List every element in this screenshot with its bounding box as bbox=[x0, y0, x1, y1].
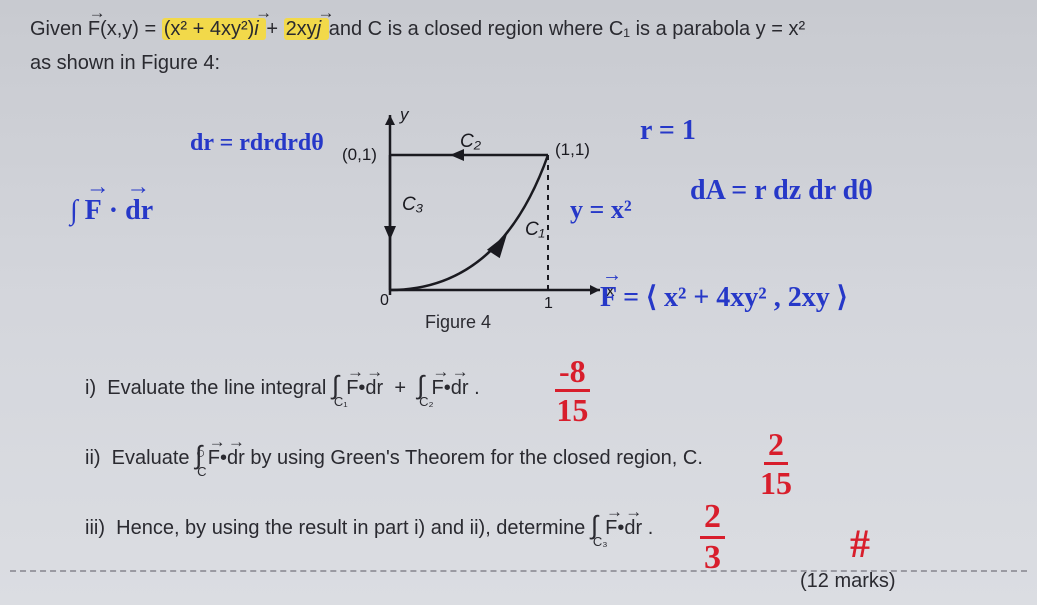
divider-line bbox=[10, 570, 1027, 572]
handw-y-eq: y = x² bbox=[570, 195, 632, 225]
given-label: Given bbox=[30, 18, 88, 40]
problem-line-2: as shown in Figure 4: bbox=[30, 52, 220, 75]
q1-dr2: dr bbox=[451, 377, 469, 399]
question-3: iii) Hence, by using the result in part … bbox=[85, 510, 653, 541]
q2-F: F bbox=[208, 447, 220, 469]
q2-answer: 2 15 bbox=[760, 428, 792, 499]
pt-0-1: (0,1) bbox=[342, 145, 377, 164]
handw-dr-eq: dr = rdrdrdθ bbox=[190, 130, 324, 157]
x-tick-1: 1 bbox=[544, 295, 553, 312]
dr-vec-hand: dr bbox=[125, 195, 153, 226]
q3-answer: 2 3 bbox=[700, 500, 725, 575]
q1-dr1: dr bbox=[365, 377, 383, 399]
term-1-highlight: (x² + 4xy²)i bbox=[162, 18, 267, 40]
equals-1: = bbox=[144, 18, 161, 40]
i-hat: i bbox=[254, 18, 258, 40]
q2-c-sub: C bbox=[197, 464, 206, 479]
handw-f-vec-eq: → F = ⟨ x² + 4xy² , 2xy ⟩ bbox=[600, 280, 848, 314]
j-hat: j bbox=[317, 18, 321, 40]
y-axis-label: y bbox=[399, 105, 410, 124]
q3-text: Hence, by using the result in part i) an… bbox=[116, 517, 591, 539]
question-1: i) Evaluate the line integral ∫C₁ F•dr +… bbox=[85, 370, 480, 401]
c3-label: C₃ bbox=[402, 194, 424, 215]
q2-dr: dr bbox=[227, 447, 245, 469]
q2-ans-den: 15 bbox=[760, 465, 792, 499]
q1-label: i) bbox=[85, 377, 96, 399]
q1-F: F bbox=[346, 377, 358, 399]
q3-label: iii) bbox=[85, 517, 105, 539]
q3-ans-num: 2 bbox=[700, 500, 725, 539]
handw-da-eq: dA = r dz dr dθ bbox=[690, 175, 873, 207]
handw-int-fdr: ∫ F · dr bbox=[70, 195, 153, 227]
q3-period: . bbox=[648, 517, 654, 539]
F-vector: F bbox=[88, 18, 100, 40]
marks-label: (12 marks) bbox=[800, 570, 896, 593]
q3-F: F bbox=[605, 517, 617, 539]
term-2: 2xy bbox=[286, 18, 317, 40]
q2-ans-num: 2 bbox=[764, 428, 788, 465]
handw-r-eq: r = 1 bbox=[640, 115, 696, 147]
q1-ans-den: 15 bbox=[556, 392, 588, 426]
hash-mark: # bbox=[850, 520, 870, 567]
q1-answer: -8 15 bbox=[555, 355, 590, 426]
q2-label: ii) bbox=[85, 447, 101, 469]
f-arrow-icon: → bbox=[602, 264, 622, 287]
c1-label: C₁ bbox=[525, 219, 545, 240]
q1-ans-num: -8 bbox=[555, 355, 590, 392]
problem-line-1: Given F(x,y) = (x² + 4xy²)i + 2xyj and C… bbox=[30, 18, 805, 41]
term-1: (x² + 4xy²) bbox=[164, 18, 255, 40]
q3-dr: dr bbox=[624, 517, 642, 539]
q1-text: Evaluate the line integral bbox=[107, 377, 332, 399]
F-args: (x,y) bbox=[100, 18, 139, 40]
q2-text-b: by using Green's Theorem for the closed … bbox=[250, 447, 703, 469]
c2-label: C₂ bbox=[460, 131, 482, 152]
pt-1-1: (1,1) bbox=[555, 140, 590, 159]
line2-text: as shown in Figure 4: bbox=[30, 52, 220, 74]
q2-text-a: Evaluate bbox=[112, 447, 195, 469]
origin-label: 0 bbox=[380, 292, 389, 309]
line1-post: and C is a closed region where C₁ is a p… bbox=[329, 18, 805, 40]
question-2: ii) Evaluate ∫C F•dr by using Green's Th… bbox=[85, 440, 703, 471]
term-2-highlight: 2xyj bbox=[284, 18, 329, 40]
f-vec-hand: F bbox=[85, 195, 102, 226]
q1-F2: F bbox=[431, 377, 443, 399]
q1-period: . bbox=[474, 377, 480, 399]
figure-caption: Figure 4 bbox=[425, 312, 491, 333]
